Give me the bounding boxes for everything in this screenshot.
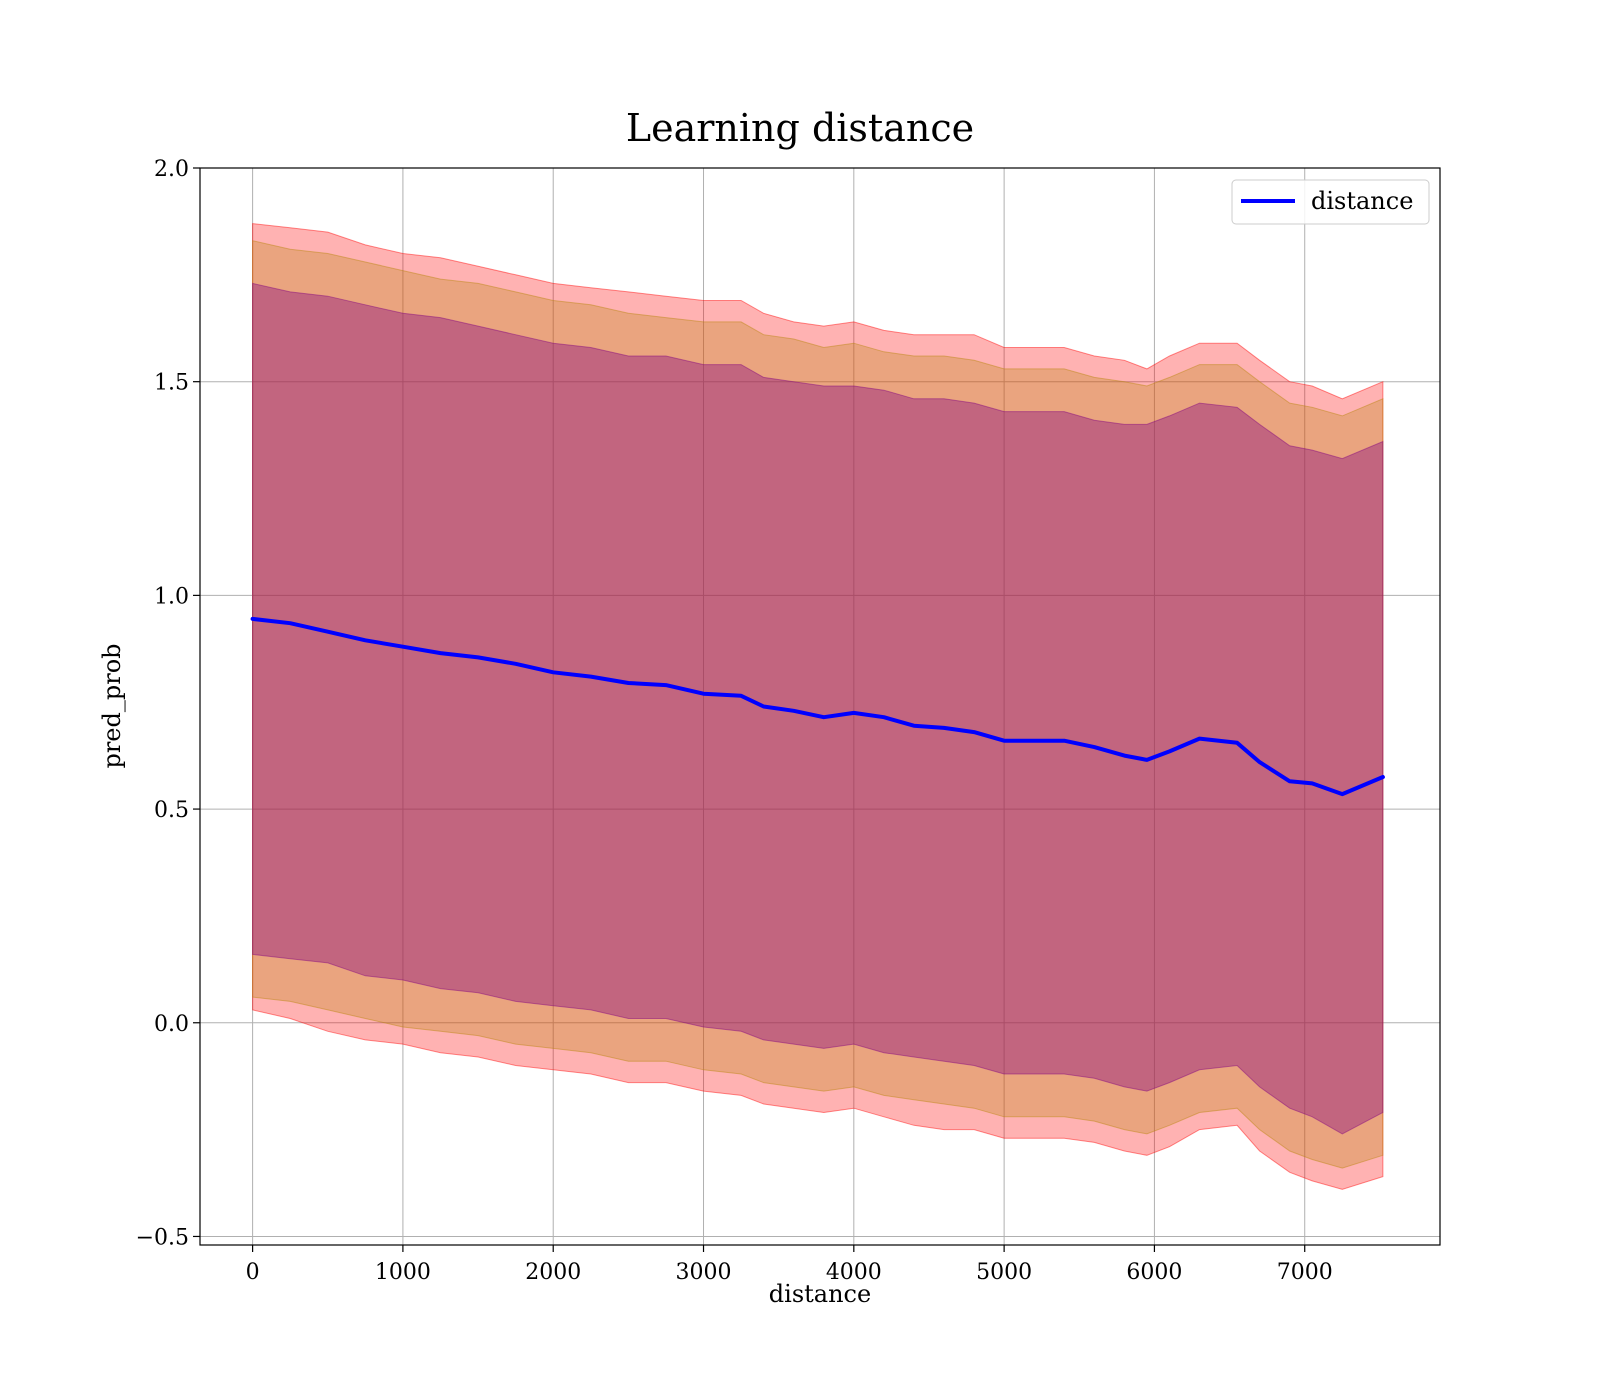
x-tick-label: 3000	[676, 1260, 732, 1285]
y-tick-label: 1.5	[154, 371, 189, 396]
legend: distance	[1231, 179, 1430, 225]
legend-box	[1231, 179, 1430, 225]
confidence-bands	[252, 223, 1384, 1190]
chart-title: Learning distance	[626, 106, 974, 150]
legend-label-distance: distance	[1311, 187, 1413, 215]
y-tick-label: 1.0	[154, 584, 189, 609]
x-tick-label: 0	[246, 1260, 260, 1285]
x-tick-label: 4000	[826, 1260, 882, 1285]
x-tick-label: 6000	[1126, 1260, 1182, 1285]
series-group	[250, 616, 1385, 797]
y-tick-label: 0.5	[154, 798, 189, 823]
band-inner	[252, 282, 1384, 1135]
y-tick-label: −0.5	[136, 1225, 189, 1250]
band-outer	[252, 223, 1384, 1190]
y-tick-label: 0.0	[154, 1012, 189, 1037]
x-tick-label: 5000	[976, 1260, 1032, 1285]
band-middle	[252, 240, 1384, 1169]
x-tick-label: 7000	[1277, 1260, 1333, 1285]
series-line-distance	[250, 616, 1385, 797]
plot-frame	[199, 167, 1441, 1246]
axis-ticks: 0 1000 2000 3000 4000 5000 6000 7000 −0.5 0.0 0.5 1…	[136, 157, 1333, 1285]
x-tick-label: 1000	[375, 1260, 431, 1285]
y-tick-label: 2.0	[154, 157, 189, 182]
x-tick-label: 2000	[525, 1260, 581, 1285]
y-axis-title: pred_prob	[98, 643, 126, 768]
x-axis-title: distance	[769, 1280, 871, 1308]
